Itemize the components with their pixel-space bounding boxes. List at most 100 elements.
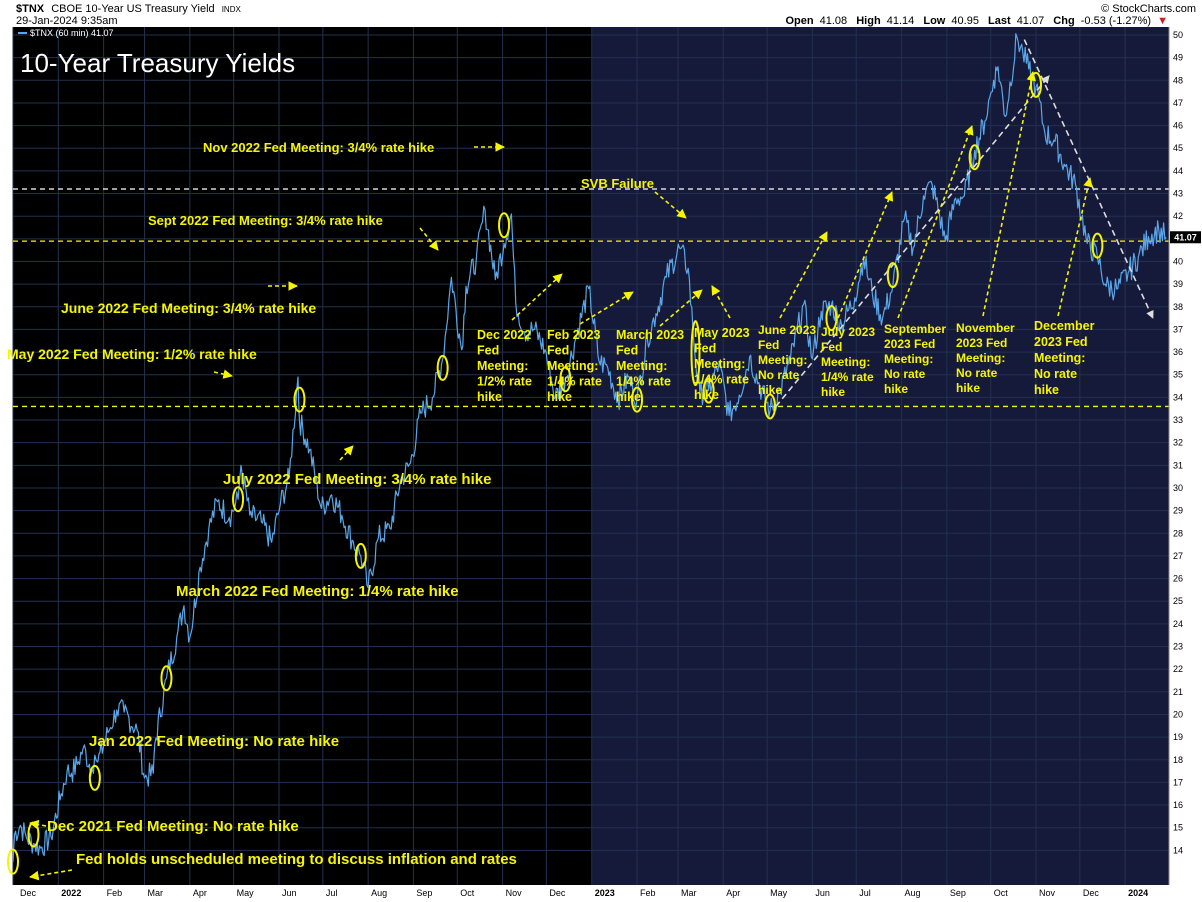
arrow-dec2021 — [29, 819, 47, 830]
event-marker — [7, 848, 19, 875]
x-tick-label: Jun — [282, 888, 297, 898]
annotation-arrows — [29, 71, 1093, 881]
event-marker — [293, 386, 306, 413]
last-value-label: 41.07 — [1174, 232, 1197, 242]
legend-label: $TNX (60 min) 41.07 — [30, 28, 114, 38]
annotation-dec2021: Dec 2021 Fed Meeting: No rate hike — [47, 818, 299, 835]
brand-watermark: © StockCharts.com — [1101, 3, 1196, 15]
x-tick-label: Oct — [460, 888, 475, 898]
datetime: 29-Jan-2024 9:35am — [16, 15, 118, 27]
event-markers — [7, 71, 1104, 875]
y-tick-label: 17 — [1173, 777, 1183, 787]
event-marker — [88, 764, 101, 791]
y-tick-label: 18 — [1173, 755, 1183, 765]
x-axis-ticks: Dec 2022 Feb Mar Apr May Jun Jul Aug Sep Oct Nov Dec… — [20, 888, 1148, 898]
x-tick-label: 2022 — [61, 888, 81, 898]
arrow-jul2022 — [339, 445, 354, 461]
event-marker — [559, 366, 572, 393]
y-tick-label: 39 — [1173, 279, 1183, 289]
gridlines — [12, 27, 1169, 885]
annotation-mar2023: March 2023 Fed Meeting: 1/4% rate hike — [616, 328, 684, 404]
last-value-badge: 41.07 — [1170, 231, 1201, 244]
x-tick-label: Nov — [506, 888, 523, 898]
event-marker — [160, 665, 173, 692]
annotation-may2023: May 2023 Fed Meeting: 1/4% rate hike — [694, 326, 750, 402]
trend-arrow — [775, 75, 1050, 407]
y-tick-label: 31 — [1173, 460, 1183, 470]
y-tick-label: 37 — [1173, 324, 1183, 334]
y-tick-label: 19 — [1173, 732, 1183, 742]
y-tick-label: 48 — [1173, 75, 1183, 85]
annotation-jul2023: July 2023 Fed Meeting: 1/4% rate hike — [821, 325, 875, 399]
y-tick-label: 15 — [1173, 823, 1183, 833]
x-tick-label: Oct — [994, 888, 1009, 898]
y-tick-label: 20 — [1173, 709, 1183, 719]
annotation-jun2023: June 2023 Fed Meeting: No rate hike — [758, 323, 816, 397]
y-tick-label: 24 — [1173, 619, 1183, 629]
y-tick-label: 29 — [1173, 506, 1183, 516]
arrow-feb2023 — [579, 291, 634, 325]
arrow-unscheduled — [29, 869, 73, 881]
chg-value: -0.53 (-1.27%) — [1081, 15, 1151, 27]
exchange: INDX — [222, 5, 242, 14]
annotation-jun2022: June 2022 Fed Meeting: 3/4% rate hike — [61, 300, 316, 316]
y-tick-label: 46 — [1173, 121, 1183, 131]
x-tick-label: May — [237, 888, 255, 898]
y-tick-label: 40 — [1173, 256, 1183, 266]
y-tick-label: 38 — [1173, 302, 1183, 312]
event-marker — [631, 386, 644, 413]
last-label: Last — [988, 15, 1011, 27]
y-tick-label: 43 — [1173, 189, 1183, 199]
y-tick-label: 21 — [1173, 687, 1183, 697]
high-label: High — [856, 15, 881, 27]
annotations: 10-Year Treasury Yields Fed holds unsche… — [7, 48, 1095, 868]
annotation-mar2022: March 2022 Fed Meeting: 1/4% rate hike — [176, 583, 459, 600]
low-label: Low — [923, 15, 945, 27]
annotation-jul2022: July 2022 Fed Meeting: 3/4% rate hike — [223, 471, 491, 488]
y-tick-label: 50 — [1173, 30, 1183, 40]
x-tick-label: Mar — [148, 888, 164, 898]
event-marker — [886, 262, 899, 289]
event-marker — [825, 305, 838, 332]
x-tick-label: Jul — [326, 888, 338, 898]
last-value: 41.07 — [1017, 15, 1045, 27]
y-tick-label: 14 — [1173, 845, 1183, 855]
event-marker — [436, 354, 449, 381]
high-value: 41.14 — [887, 15, 915, 27]
x-tick-label: Sep — [416, 888, 432, 898]
x-tick-label: Apr — [193, 888, 207, 898]
annotation-feb2023: Feb 2023 Fed Meeting: 1/4% rate hike — [547, 328, 602, 404]
arrow-jun2023 — [779, 231, 828, 319]
y-tick-label: 49 — [1173, 53, 1183, 63]
y-tick-label: 32 — [1173, 438, 1183, 448]
series-legend: $TNX (60 min) 41.07 — [18, 28, 114, 38]
annotation-unscheduled: Fed holds unscheduled meeting to discuss… — [76, 851, 517, 868]
annotation-may2022: May 2022 Fed Meeting: 1/2% rate hike — [7, 346, 257, 362]
event-marker — [968, 144, 981, 171]
y-tick-label: 33 — [1173, 415, 1183, 425]
annotation-dec2022: Dec 2022 Fed Meeting: 1/2% rate hike — [477, 328, 532, 404]
symbol: $TNX — [16, 3, 45, 15]
x-tick-label: Dec — [549, 888, 566, 898]
annotation-jan2022: Jan 2022 Fed Meeting: No rate hike — [89, 733, 339, 750]
annotation-nov2022: Nov 2022 Fed Meeting: 3/4% rate hike — [203, 140, 434, 155]
x-tick-label: Jul — [859, 888, 871, 898]
event-marker — [702, 377, 715, 404]
x-tick-label: 2023 — [595, 888, 615, 898]
annotation-sep2023: September 2023 Fed Meeting: No rate hike — [884, 322, 946, 396]
annotation-sep2022: Sept 2022 Fed Meeting: 3/4% rate hike — [148, 213, 383, 228]
x-tick-label: Dec — [20, 888, 37, 898]
y-tick-label: 45 — [1173, 143, 1183, 153]
chart-title: 10-Year Treasury Yields — [20, 48, 295, 78]
y-tick-label: 35 — [1173, 370, 1183, 380]
event-marker — [764, 393, 777, 420]
y-tick-label: 30 — [1173, 483, 1183, 493]
arrow-dec2023 — [1057, 177, 1093, 317]
x-tick-label: Nov — [1039, 888, 1056, 898]
low-value: 40.95 — [951, 15, 979, 27]
arrow-dec2022 — [511, 273, 563, 321]
open-label: Open — [785, 15, 813, 27]
arrow-jul2023 — [837, 191, 894, 319]
y-tick-label: 44 — [1173, 166, 1183, 176]
x-tick-label: May — [770, 888, 788, 898]
